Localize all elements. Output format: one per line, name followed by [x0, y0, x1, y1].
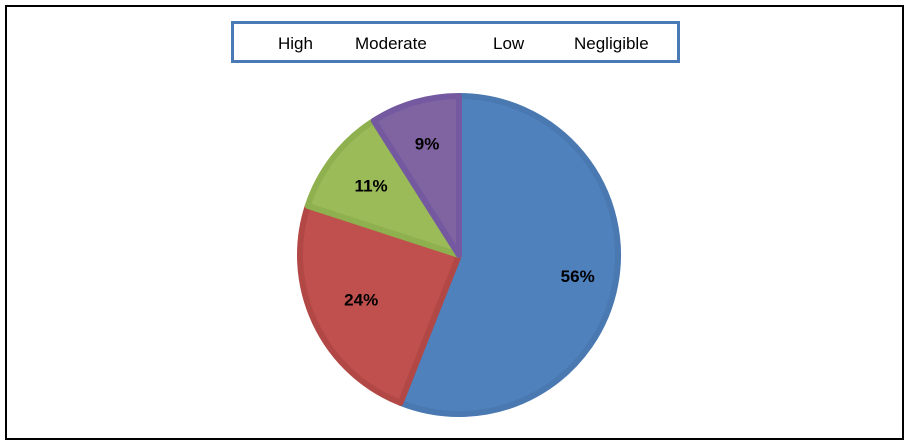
data-label-moderate: 24%	[344, 290, 378, 309]
data-label-low: 11%	[355, 176, 388, 195]
chart-legend: High Moderate Low Negligible	[231, 21, 680, 63]
legend-item-low: Low	[493, 34, 525, 53]
pie-slice-low	[304, 117, 462, 258]
pie-slice-negligible	[370, 93, 462, 258]
data-label-high: 56%	[561, 267, 595, 286]
legend-item-high: High	[278, 34, 313, 53]
data-label-negligible: 9%	[415, 135, 440, 154]
legend-item-negligible: Negligible	[574, 34, 649, 53]
pie-slice-moderate	[297, 202, 462, 406]
legend-item-moderate: Moderate	[355, 34, 427, 53]
pie-slice-high	[397, 93, 622, 417]
